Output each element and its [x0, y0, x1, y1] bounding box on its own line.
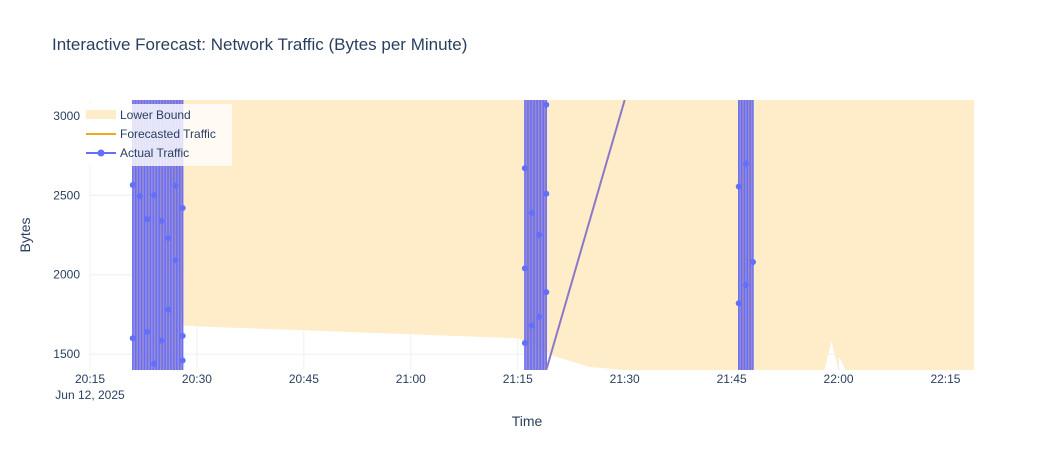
- actual-traffic-point: [151, 192, 158, 199]
- legend-swatch-lower-bound: [86, 110, 116, 119]
- legend-item-actual-traffic[interactable]: Actual Traffic: [86, 146, 189, 160]
- actual-traffic-point: [529, 209, 535, 216]
- actual-traffic-point: [543, 101, 550, 108]
- x-tick-label: 21:45: [717, 372, 747, 386]
- actual-traffic-point: [172, 257, 179, 264]
- legend-item-forecasted-traffic[interactable]: Forecasted Traffic: [86, 127, 216, 141]
- x-tick-label: 21:30: [610, 372, 640, 386]
- actual-traffic-point: [750, 259, 756, 265]
- actual-traffic-point: [165, 306, 172, 313]
- x-axis-title: Time: [512, 413, 543, 429]
- y-tick-label: 2500: [53, 188, 80, 202]
- actual-traffic-point: [521, 265, 528, 272]
- actual-traffic-point: [179, 357, 186, 364]
- x-date-label: Jun 12, 2025: [55, 388, 125, 402]
- actual-traffic-dense-region: [524, 100, 547, 370]
- actual-traffic-point: [543, 190, 550, 197]
- forecasted-traffic-series: [545, 100, 626, 370]
- lower-bound-area: [161, 100, 974, 370]
- x-tick-label: 22:00: [824, 372, 854, 386]
- actual-traffic-point: [521, 340, 528, 346]
- x-tick-label: 20:30: [182, 372, 212, 386]
- actual-traffic-point: [179, 205, 186, 211]
- actual-traffic-burst: [521, 100, 550, 370]
- actual-traffic-point: [742, 282, 749, 289]
- y-axis-ticks: 1500 2000 2500 3000: [53, 109, 80, 361]
- actual-traffic-point: [136, 193, 143, 200]
- legend-label-lower-bound: Lower Bound: [120, 108, 191, 122]
- actual-traffic-point: [529, 322, 535, 329]
- actual-traffic-point: [151, 360, 158, 367]
- legend-label-forecasted-traffic: Forecasted Traffic: [120, 127, 216, 141]
- actual-traffic-point: [129, 335, 136, 342]
- actual-traffic-point: [742, 160, 749, 167]
- y-tick-label: 1500: [53, 347, 80, 361]
- x-tick-label: 20:15: [75, 372, 105, 386]
- actual-traffic-point: [179, 332, 186, 339]
- actual-traffic-dense-region: [738, 100, 753, 370]
- y-tick-label: 2000: [53, 268, 80, 282]
- legend-label-actual-traffic: Actual Traffic: [120, 146, 189, 160]
- lower-bound-fill: [161, 100, 974, 370]
- actual-traffic-point: [536, 232, 543, 238]
- actual-traffic-point: [543, 289, 550, 296]
- actual-traffic-point: [144, 328, 151, 335]
- x-axis-ticks: 20:15 20:30 20:45 21:00 21:15 21:30 21:45 22:00…: [75, 372, 961, 386]
- y-axis-title: Bytes: [17, 217, 33, 252]
- chart-title: Interactive Forecast: Network Traffic (B…: [52, 35, 467, 54]
- actual-traffic-point: [536, 313, 543, 320]
- x-tick-label: 21:00: [396, 372, 426, 386]
- actual-traffic-burst: [735, 100, 756, 370]
- x-tick-label: 22:15: [930, 372, 960, 386]
- actual-traffic-point: [129, 181, 136, 188]
- actual-traffic-point: [158, 337, 165, 344]
- x-tick-label: 20:45: [289, 372, 319, 386]
- actual-traffic-point: [144, 216, 151, 223]
- actual-traffic-point: [172, 182, 179, 189]
- legend-item-lower-bound[interactable]: Lower Bound: [86, 108, 191, 122]
- actual-traffic-point: [165, 235, 172, 242]
- actual-traffic-point: [158, 217, 165, 224]
- y-tick-label: 3000: [53, 109, 80, 123]
- forecast-line: [545, 100, 626, 370]
- x-tick-label: 21:15: [503, 372, 533, 386]
- actual-traffic-point: [735, 300, 742, 307]
- actual-traffic-point: [521, 165, 528, 172]
- legend: Lower Bound Forecasted Traffic Actual Tr…: [82, 104, 232, 166]
- actual-traffic-point: [735, 183, 742, 190]
- legend-marker-actual-traffic: [97, 149, 105, 157]
